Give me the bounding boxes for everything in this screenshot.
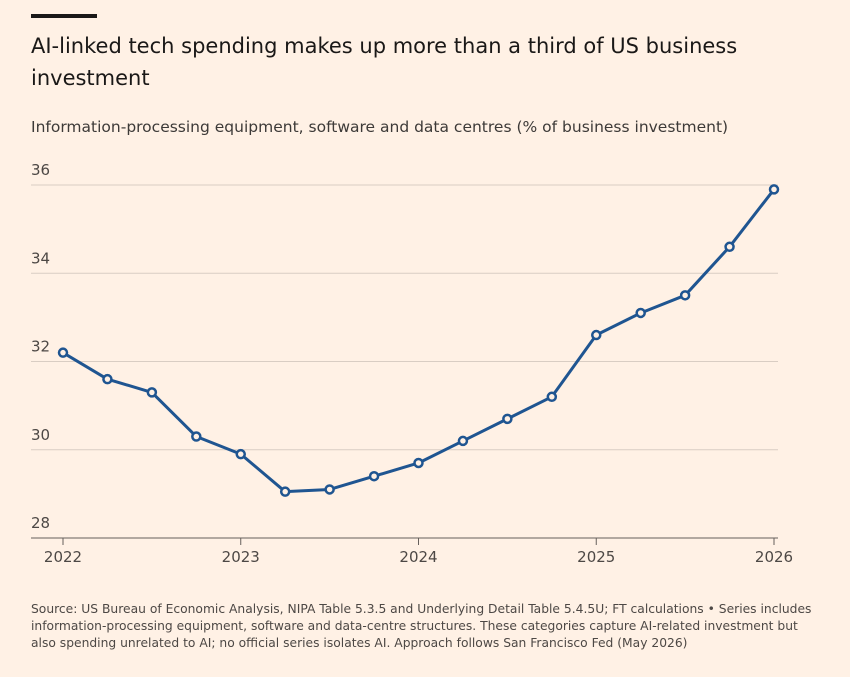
x-tick-label: 2026 [755, 548, 793, 566]
y-tick-label: 28 [31, 514, 50, 532]
source-note: Source: US Bureau of Economic Analysis, … [31, 602, 812, 650]
brand-bar [31, 14, 97, 18]
data-point [635, 307, 646, 319]
data-point [502, 413, 513, 425]
y-tick-label: 32 [31, 338, 50, 356]
data-point [368, 470, 380, 482]
data-point [57, 347, 69, 358]
y-tick-label: 36 [31, 161, 50, 179]
series-line [62, 188, 776, 494]
chart: 28 30 32 34 36 2022 2023 2024 2025 2026 [31, 161, 793, 566]
y-tick-label: 34 [31, 249, 50, 267]
x-tick-label: 2025 [577, 548, 615, 566]
data-point [235, 448, 246, 460]
x-tick-label: 2022 [44, 548, 82, 566]
data-point [279, 486, 291, 497]
chart-title: AI-linked tech spending makes up more th… [31, 34, 738, 90]
data-point [191, 431, 202, 442]
data-point [102, 373, 113, 385]
data-point [679, 290, 691, 301]
chart-subtitle: Information-processing equipment, softwa… [31, 118, 729, 136]
data-point [591, 329, 602, 341]
data-point [146, 387, 158, 398]
data-point [768, 184, 780, 195]
x-tick-label: 2024 [399, 548, 437, 566]
data-point [546, 391, 558, 403]
data-point [724, 241, 735, 253]
y-tick-label: 30 [31, 426, 50, 444]
x-tick-label: 2023 [222, 548, 260, 566]
data-point [413, 457, 424, 469]
data-point [457, 435, 469, 447]
data-point [324, 484, 335, 495]
